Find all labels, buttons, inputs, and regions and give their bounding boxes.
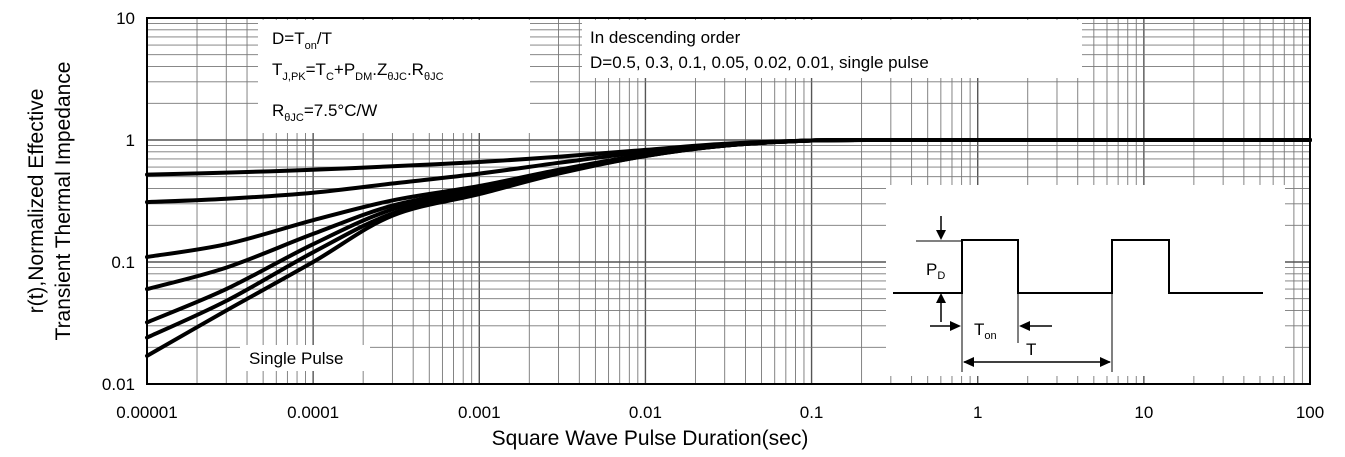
series-line-7: [145, 137, 1312, 358]
x-tick-label: 0.0001: [287, 403, 339, 422]
t-arrow-right-head: [1100, 357, 1111, 367]
x-tick-label: 0.00001: [116, 403, 177, 422]
x-tick-label: 1: [973, 403, 982, 422]
ton-arrow-right-head: [1019, 321, 1030, 331]
x-tick-label: 0.1: [800, 403, 824, 422]
order-title: In descending order: [590, 28, 741, 47]
y-tick-label: 0.1: [111, 253, 135, 272]
r-equation: RθJC=7.5°C/W: [272, 101, 377, 124]
series-group: [145, 137, 1312, 358]
pulse-diagram-inset: PD Ton T: [886, 185, 1285, 376]
pulse-waveform: [893, 239, 1263, 294]
single-pulse-label: Single Pulse: [249, 349, 344, 368]
tj-equation: TJ,PK=TC+PDM.ZθJC.RθJC: [272, 60, 444, 83]
y-tick-label: 0.01: [102, 375, 135, 394]
x-tick-label: 0.001: [458, 403, 501, 422]
ton-label: Ton: [974, 320, 997, 342]
single-pulse-label-box: Single Pulse: [240, 345, 370, 371]
x-tick-label: 100: [1296, 403, 1324, 422]
x-tick-labels: 0.00001 0.0001 0.001 0.01 0.1 1 10 100: [116, 403, 1324, 422]
y-tick-label: 1: [126, 131, 135, 150]
pd-arrow-bottom-head: [936, 293, 946, 303]
plot-frame: [146, 17, 1311, 385]
order-note: In descending order D=0.5, 0.3, 0.1, 0.0…: [582, 20, 1082, 78]
y-axis-title-line1: r(t),Normalized Effective: [25, 89, 48, 314]
ton-arrow-left-head: [950, 321, 961, 331]
x-axis-title: Square Wave Pulse Duration(sec): [492, 427, 809, 450]
pd-label: PD: [926, 260, 945, 282]
order-values: D=0.5, 0.3, 0.1, 0.05, 0.02, 0.01, singl…: [590, 53, 929, 72]
y-axis-title-line2: Transient Thermal Impedance: [52, 62, 75, 341]
y-tick-label: 10: [116, 9, 135, 28]
pd-arrow-top-head: [936, 230, 946, 240]
definitions-box: D=Ton/T TJ,PK=TC+PDM.ZθJC.RθJC RθJC=7.5°…: [258, 20, 530, 133]
y-tick-labels: 10 1 0.1 0.01: [102, 9, 135, 394]
t-arrow-left-head: [963, 357, 974, 367]
d-equation: D=Ton/T: [272, 29, 332, 52]
t-label: T: [1026, 340, 1036, 359]
x-tick-label: 10: [1134, 403, 1153, 422]
x-tick-label: 0.01: [629, 403, 662, 422]
